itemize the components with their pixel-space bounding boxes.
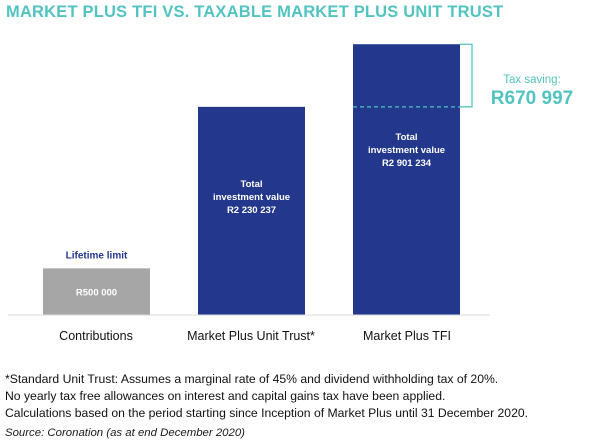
annotations-layer: Lifetime limit Tax saving: R670 997 — [66, 43, 573, 261]
source-note: Source: Coronation (as at end December 2… — [5, 427, 245, 439]
bar-chart: R500 000 Contributions Total investment val… — [8, 43, 573, 343]
bar — [198, 106, 305, 315]
bar — [353, 44, 460, 315]
bar-value-label: investment value — [368, 145, 445, 156]
footnote-line: *Standard Unit Trust: Assumes a marginal… — [5, 372, 499, 386]
footnote-line: Calculations based on the period startin… — [5, 406, 529, 420]
tax-saving-label: Tax saving: — [503, 74, 561, 86]
bar-value-label: Total — [396, 132, 418, 143]
bar-value-label: R2 901 234 — [382, 158, 432, 169]
tax-saving-bracket — [460, 43, 473, 108]
x-tick-label: Market Plus Unit Trust* — [187, 329, 315, 343]
bar-value-label: R2 230 237 — [227, 205, 276, 216]
footnote-line: No yearly tax free allowances on interes… — [5, 389, 446, 403]
bars-layer — [43, 44, 460, 315]
bar-value-label: R500 000 — [76, 288, 117, 299]
bar-value-label: investment value — [213, 192, 290, 203]
bar-value-label: Total — [241, 179, 263, 190]
lifetime-limit-label: Lifetime limit — [66, 250, 128, 261]
chart-title: MARKET PLUS TFI VS. TAXABLE MARKET PLUS … — [6, 3, 504, 21]
tax-saving-value: R670 997 — [491, 88, 573, 109]
labels-layer: R500 000 Contributions Total investment val… — [59, 132, 451, 343]
footnotes: *Standard Unit Trust: Assumes a marginal… — [5, 371, 587, 422]
x-tick-label: Contributions — [59, 329, 133, 343]
bar — [43, 268, 150, 315]
x-tick-label: Market Plus TFI — [363, 329, 451, 343]
